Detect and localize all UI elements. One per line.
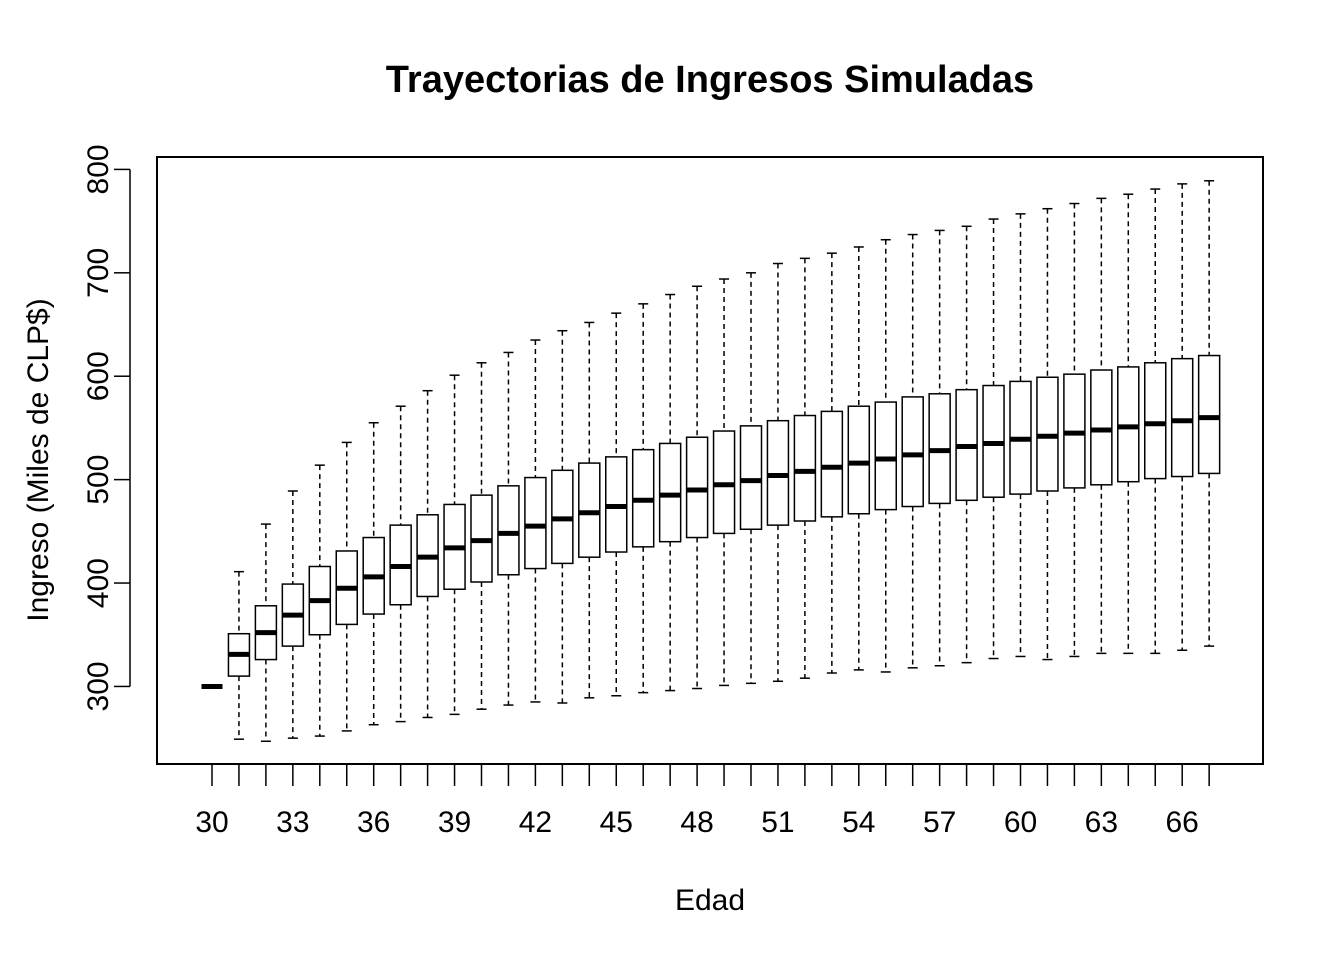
box-51: [766, 262, 790, 683]
box-39: [443, 374, 466, 716]
box-iqr: [874, 401, 897, 511]
box-58: [955, 225, 978, 664]
box-42: [524, 339, 547, 703]
box-44: [578, 321, 601, 699]
box-50: [739, 272, 763, 685]
box-40: [470, 362, 493, 710]
box-iqr: [766, 419, 790, 526]
y-tick-label: 500: [82, 455, 115, 505]
box-57: [928, 229, 951, 667]
box-41: [497, 351, 520, 706]
box-47: [658, 293, 682, 692]
box-62: [1063, 202, 1086, 658]
x-tick-label: 36: [357, 806, 390, 839]
box-iqr: [658, 442, 682, 543]
box-iqr: [739, 425, 763, 531]
x-axis: 30 33 36 39 42 45 48 51 54 57 60 63 66: [195, 763, 1210, 839]
y-tick-label: 400: [82, 558, 115, 608]
box-37: [389, 405, 412, 723]
box-iqr: [1170, 357, 1194, 478]
x-tick-label: 57: [923, 806, 956, 839]
y-axis: 300 400 500 600 700 800: [82, 144, 131, 711]
box-38: [416, 389, 439, 719]
x-tick-label: 30: [195, 806, 228, 839]
chart-title: Trayectorias de Ingresos Simuladas: [386, 59, 1034, 101]
box-49: [712, 278, 736, 687]
box-iqr: [497, 485, 520, 576]
y-tick-label: 300: [82, 661, 115, 711]
box-65: [1144, 188, 1167, 655]
x-tick-label: 54: [842, 806, 875, 839]
box-32: [254, 523, 278, 743]
box-56: [901, 233, 924, 669]
box-67: [1197, 180, 1221, 647]
box-iqr: [793, 414, 817, 522]
box-63: [1090, 197, 1113, 655]
x-tick-label: 45: [600, 806, 633, 839]
box-35: [335, 441, 358, 732]
x-axis-label: Edad: [675, 884, 745, 917]
box-iqr: [847, 405, 871, 515]
box-iqr: [1197, 354, 1221, 475]
box-iqr: [578, 462, 601, 558]
box-36: [362, 422, 385, 726]
box-31: [227, 570, 251, 740]
x-tick-label: 48: [680, 806, 713, 839]
box-66: [1170, 183, 1194, 652]
box-iqr: [1144, 362, 1167, 480]
box-55: [874, 238, 897, 673]
x-tick-label: 51: [761, 806, 794, 839]
box-iqr: [524, 476, 547, 570]
box-43: [551, 329, 574, 704]
y-tick-label: 700: [82, 248, 115, 298]
box-61: [1036, 207, 1059, 661]
box-60: [1009, 213, 1032, 658]
box-iqr: [1117, 366, 1140, 483]
box-iqr: [1090, 369, 1113, 486]
y-tick-label: 600: [82, 351, 115, 401]
x-tick-label: 60: [1004, 806, 1037, 839]
y-tick-label: 800: [82, 144, 115, 194]
x-tick-label: 66: [1166, 806, 1199, 839]
box-59: [982, 218, 1005, 660]
y-axis-label: Ingreso (Miles de CLP$): [22, 298, 55, 621]
box-48: [685, 285, 709, 690]
boxes-layer: [201, 180, 1221, 743]
box-54: [847, 246, 871, 671]
box-iqr: [685, 436, 709, 539]
box-iqr: [712, 430, 736, 535]
x-tick-label: 42: [519, 806, 552, 839]
box-iqr: [901, 396, 924, 508]
x-tick-label: 39: [438, 806, 471, 839]
box-34: [308, 464, 332, 737]
box-53: [820, 252, 844, 674]
box-33: [281, 490, 305, 739]
box-iqr: [820, 410, 844, 518]
box-46: [631, 303, 655, 694]
x-tick-label: 63: [1085, 806, 1118, 839]
box-52: [793, 257, 817, 679]
box-64: [1117, 193, 1140, 655]
x-tick-label: 33: [276, 806, 309, 839]
box-45: [605, 312, 628, 697]
